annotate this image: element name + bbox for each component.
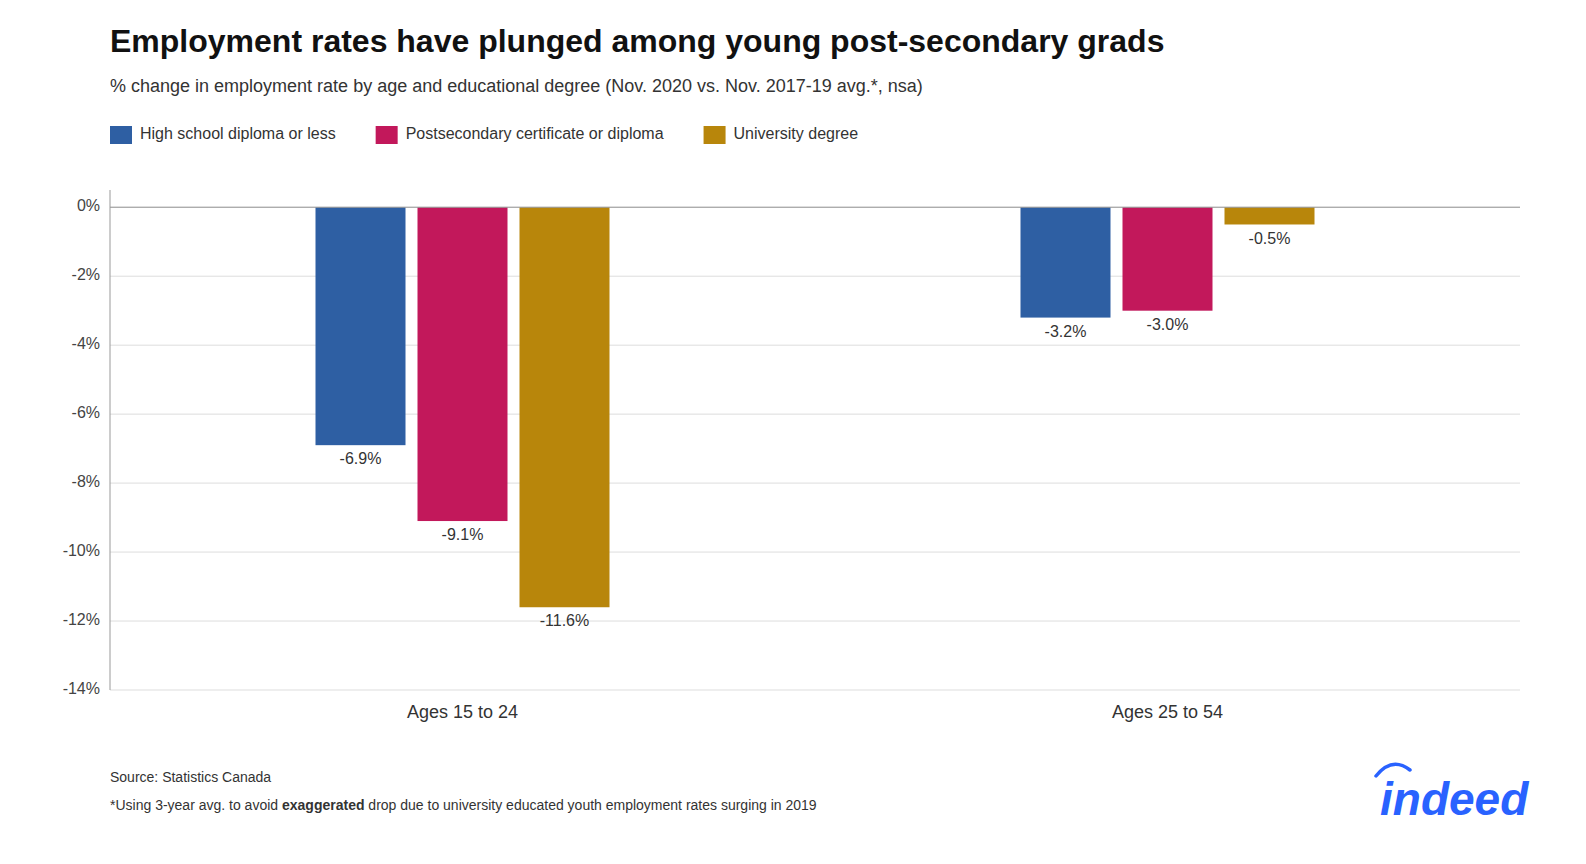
grid-line: [110, 207, 1520, 208]
subtitle: % change in employment rate by age and e…: [110, 76, 923, 96]
grid-line: [110, 621, 1520, 622]
y-tick-label: -12%: [63, 611, 100, 628]
legend: High school diploma or less Postsecondary…: [110, 125, 858, 144]
y-axis-line: [110, 190, 111, 690]
legend-label: Postsecondary certificate or diploma: [406, 125, 664, 142]
x-tick-label: Ages 25 to 54: [1112, 702, 1223, 722]
legend-label: High school diploma or less: [140, 125, 336, 142]
annotation-part: *Using 3-year avg. to avoid: [110, 797, 282, 813]
y-tick-label: -6%: [72, 404, 100, 421]
legend-swatch: [376, 126, 398, 144]
chart: Employment rates have plunged among youn…: [0, 0, 1586, 864]
y-axis: 0% -2% -4% -6% -8% -10% -12% -14%: [63, 190, 1520, 697]
bar: [520, 207, 610, 607]
bars: [316, 207, 1315, 607]
legend-swatch: [704, 126, 726, 144]
data-label: -0.5%: [1249, 230, 1291, 247]
y-tick-label: -2%: [72, 266, 100, 283]
bar: [418, 207, 508, 521]
logo: indeed: [1376, 764, 1529, 825]
y-tick-label: -10%: [63, 542, 100, 559]
y-tick-label: 0%: [77, 197, 100, 214]
page: {"chart_data": { "type": "bar", "title":…: [0, 0, 1586, 864]
annotation-part: drop due to university educated youth em…: [364, 797, 816, 813]
grid-line: [110, 483, 1520, 484]
y-tick-label: -4%: [72, 335, 100, 352]
legend-label: University degree: [734, 125, 859, 142]
y-tick-label: -8%: [72, 473, 100, 490]
y-tick-label: -14%: [63, 680, 100, 697]
grid-line: [110, 552, 1520, 553]
annotation: *Using 3-year avg. to avoid exaggerated …: [110, 797, 817, 813]
grid-line: [110, 690, 1520, 691]
annotation-emphasis: exaggerated: [282, 797, 364, 813]
data-label: -9.1%: [442, 526, 484, 543]
data-label: -11.6%: [540, 612, 590, 629]
data-labels: -6.9% -3.2% -9.1% -3.0% -11.6% -0.5%: [340, 230, 1291, 630]
bar: [316, 207, 406, 445]
bar: [1021, 207, 1111, 317]
logo-text: indeed: [1380, 773, 1529, 825]
logo-arc: [1376, 764, 1410, 776]
bar: [1123, 207, 1213, 310]
data-label: -3.2%: [1045, 323, 1087, 340]
legend-swatch: [110, 126, 132, 144]
bar: [1225, 207, 1315, 224]
data-label: -3.0%: [1147, 316, 1189, 333]
annotation: Source: Statistics Canada: [110, 769, 271, 785]
zero-line: [110, 207, 1520, 208]
title: Employment rates have plunged among youn…: [110, 23, 1164, 59]
x-tick-label: Ages 15 to 24: [407, 702, 518, 722]
data-label: -6.9%: [340, 450, 382, 467]
